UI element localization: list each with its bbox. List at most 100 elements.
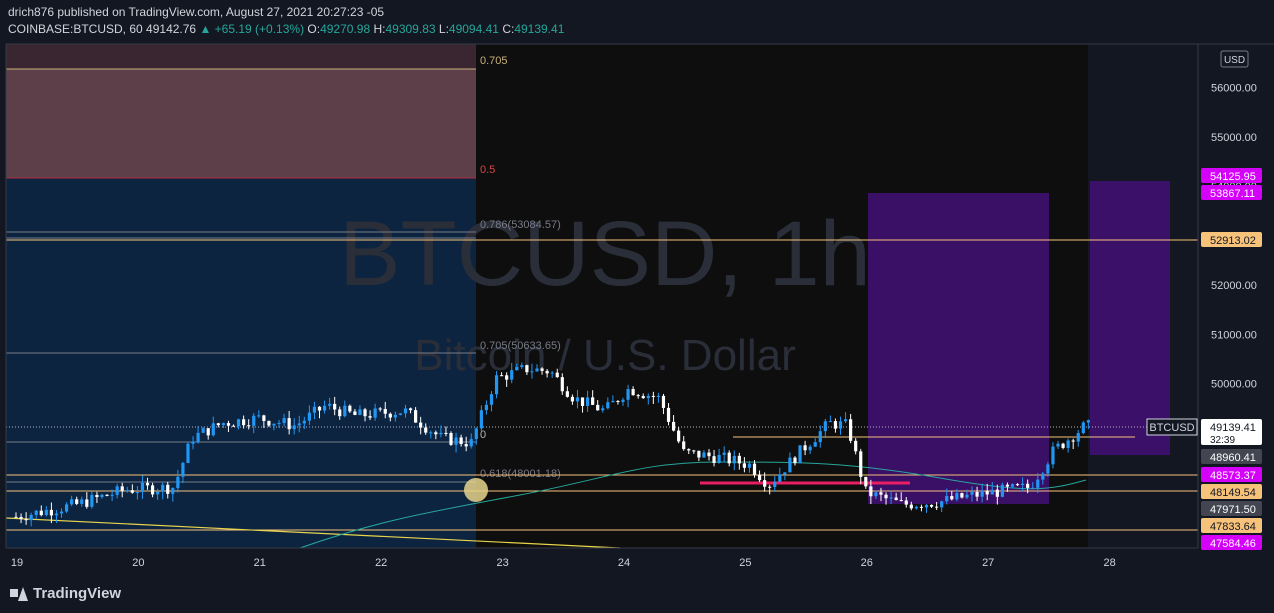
- candle-body: [125, 490, 129, 492]
- price-change: ▲ +65.19 (+0.13%): [199, 22, 305, 36]
- tradingview-logo[interactable]: TradingView: [10, 585, 121, 602]
- candle-body: [697, 450, 701, 458]
- candle-body: [90, 494, 94, 507]
- candle-body: [707, 452, 711, 457]
- candle-body: [105, 494, 109, 496]
- time-tick: 27: [982, 557, 994, 569]
- time-tick: 25: [739, 557, 751, 569]
- candle-body: [884, 494, 888, 499]
- candle-body: [479, 410, 483, 429]
- candle-body: [545, 370, 549, 374]
- candle-body: [181, 462, 185, 477]
- low-value: 49094.41: [448, 22, 499, 36]
- fib-label: 0.786(53084.57): [480, 219, 561, 231]
- price-badge-label: 54125.95: [1210, 171, 1256, 183]
- currency-badge: [1220, 50, 1249, 68]
- candle-body: [211, 423, 215, 436]
- candle-body: [874, 492, 878, 497]
- candle-body: [813, 442, 817, 447]
- candle-body: [752, 463, 757, 475]
- candle-body: [641, 396, 645, 399]
- candle-body: [403, 408, 408, 414]
- candle-body: [201, 428, 205, 433]
- candle-body: [221, 423, 225, 426]
- candle-body: [343, 405, 347, 417]
- candle-body: [924, 504, 929, 508]
- price-tick: 56000.00: [1211, 83, 1257, 95]
- high-label: H:: [373, 22, 386, 36]
- candle-body: [520, 365, 524, 368]
- candle-body: [494, 375, 499, 395]
- candle-body: [317, 406, 322, 411]
- candle-body: [955, 493, 959, 500]
- candle-body: [489, 394, 494, 405]
- candle-body: [1015, 484, 1020, 486]
- candle-body: [1086, 420, 1090, 423]
- candle-body: [34, 510, 38, 515]
- candle-body: [393, 414, 397, 418]
- candle-body: [39, 510, 43, 516]
- candle-body: [383, 408, 387, 414]
- candle-body: [661, 395, 666, 408]
- fib-label: 0.705(50633.65): [480, 340, 561, 352]
- candle-body: [990, 489, 994, 495]
- price-chart[interactable]: BTCUSD, 1h Bitcoin / U.S. Dollar 0.705 0.5 0…: [0, 0, 1274, 578]
- candle-body: [575, 397, 580, 402]
- candle-body: [793, 457, 797, 464]
- candle-body: [1000, 484, 1004, 497]
- candle-body: [59, 511, 64, 514]
- watermark-description: Bitcoin / U.S. Dollar: [414, 331, 795, 380]
- candle-body: [302, 420, 306, 424]
- candle-body: [257, 415, 261, 417]
- candle-body: [333, 403, 337, 410]
- candle-body: [206, 428, 210, 436]
- candle-body: [970, 491, 974, 495]
- candle-body: [1005, 484, 1010, 487]
- candle-body: [864, 476, 868, 487]
- candle-body: [560, 377, 564, 392]
- candle-body: [267, 420, 271, 426]
- price-badge-label: 52913.02: [1210, 235, 1256, 247]
- candle-body: [671, 421, 676, 431]
- candle-body: [398, 413, 403, 415]
- candle-body: [252, 415, 256, 426]
- candle-body: [919, 506, 924, 508]
- candle-body: [1010, 484, 1015, 487]
- candle-body: [277, 423, 281, 425]
- candle-body: [322, 405, 327, 411]
- price-badge: [1201, 449, 1262, 464]
- trend-line: [5, 517, 621, 549]
- price-badge-label: 49139.41: [1210, 422, 1256, 434]
- candle-body: [838, 421, 843, 429]
- candle-body: [580, 397, 585, 406]
- time-tick: 20: [132, 557, 144, 569]
- time-tick: 26: [861, 557, 873, 569]
- candle-body: [1056, 443, 1060, 447]
- price-badge-label: 53867.11: [1210, 188, 1255, 200]
- candle-body: [297, 423, 301, 426]
- candle-body: [1041, 473, 1045, 480]
- symbol-badge-label: BTCUSD: [1149, 422, 1194, 434]
- price-tick: 52000.00: [1211, 280, 1257, 292]
- candle-body: [763, 480, 767, 487]
- candle-body: [434, 432, 438, 435]
- candle-body: [186, 443, 190, 463]
- candle-body: [24, 519, 28, 521]
- candle-body: [110, 494, 114, 496]
- candle-body: [115, 486, 119, 495]
- price-badge-label: 48573.37: [1210, 470, 1256, 482]
- candle-body: [555, 372, 559, 378]
- candle-body: [80, 499, 84, 504]
- candle-body: [687, 449, 691, 451]
- candle-body: [429, 432, 433, 434]
- candle-body: [849, 419, 853, 441]
- candle-body: [196, 432, 200, 442]
- candle-body: [19, 516, 23, 520]
- time-tick: 23: [496, 557, 508, 569]
- candle-body: [803, 445, 807, 451]
- candle-body: [1036, 479, 1040, 488]
- candle-body: [889, 497, 893, 499]
- candle-body: [226, 423, 231, 426]
- candle-body: [909, 504, 913, 509]
- candle-body: [570, 396, 575, 402]
